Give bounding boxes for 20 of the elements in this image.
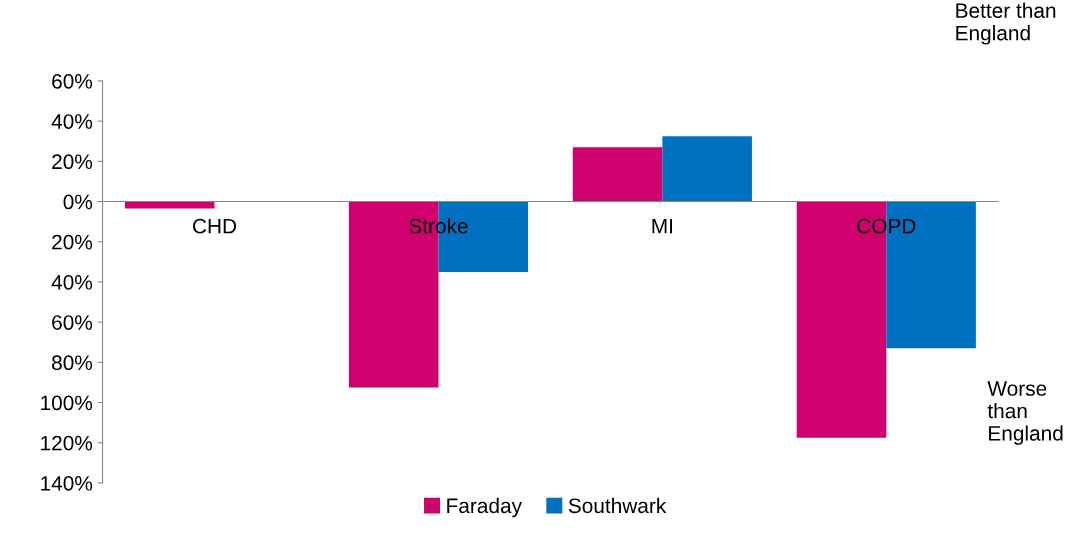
y-tick-label: 20% [52, 234, 93, 250]
y-tick-label: 120% [41, 435, 93, 451]
annotation: Worse than England [987, 381, 1063, 445]
bar [124, 201, 215, 209]
bar [662, 136, 752, 202]
y-tick-label: 40% [51, 114, 93, 129]
y-tick-label: 40% [51, 274, 93, 290]
x-tick-label: MI [652, 218, 673, 234]
x-tick-label: CHD [193, 218, 237, 234]
bar [572, 147, 663, 202]
legend-label: Faraday [447, 497, 522, 518]
y-tick-label: 140% [41, 475, 93, 491]
y-tick-label: 60% [52, 73, 93, 89]
y-tick-label: 80% [52, 355, 93, 371]
y-tick-label: 20% [52, 154, 93, 170]
y-tick-label: 60% [52, 315, 93, 330]
legend-label: Southwark [568, 497, 667, 514]
y-tick-label: 100% [41, 395, 93, 411]
text: Better than England [956, 2, 1056, 45]
y-tick-label: 0% [63, 194, 93, 210]
